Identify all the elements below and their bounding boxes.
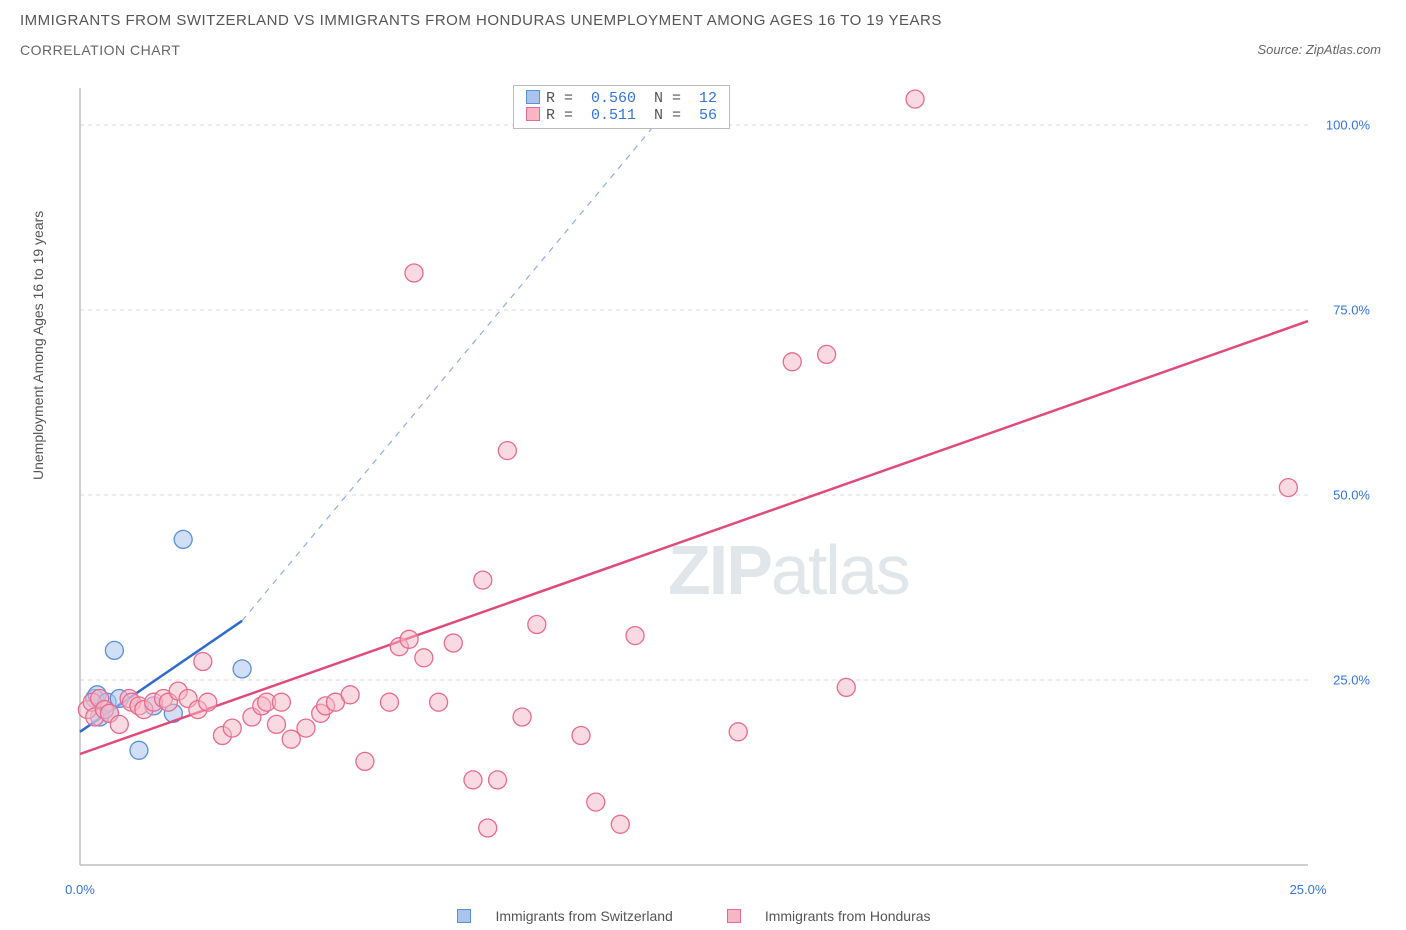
legend-label: Immigrants from Honduras <box>765 908 931 924</box>
chart-area: ZIPatlas R = 0.560 N = 12R = 0.511 N = 5… <box>68 80 1378 895</box>
legend-swatch <box>727 909 741 923</box>
chart-title: IMMIGRANTS FROM SWITZERLAND VS IMMIGRANT… <box>20 12 942 29</box>
stats-box: R = 0.560 N = 12R = 0.511 N = 56 <box>513 85 730 129</box>
x-tick-label: 0.0% <box>65 882 95 897</box>
y-tick-label: 75.0% <box>1333 303 1370 318</box>
source-label: Source: ZipAtlas.com <box>1257 42 1381 57</box>
legend-item: Immigrants from Honduras <box>727 908 949 924</box>
stats-row: R = 0.560 N = 12 <box>526 90 717 107</box>
legend-item: Immigrants from Switzerland <box>457 908 690 924</box>
stats-row: R = 0.511 N = 56 <box>526 107 717 124</box>
y-axis-label: Unemployment Among Ages 16 to 19 years <box>30 211 46 480</box>
legend-label: Immigrants from Switzerland <box>495 908 672 924</box>
x-tick-label: 25.0% <box>1290 882 1327 897</box>
y-tick-label: 25.0% <box>1333 673 1370 688</box>
y-tick-label: 50.0% <box>1333 488 1370 503</box>
chart-subtitle: CORRELATION CHART <box>20 42 180 58</box>
legend-swatch <box>526 107 540 121</box>
legend-swatch <box>457 909 471 923</box>
scatter-plot <box>68 80 1378 895</box>
legend-swatch <box>526 90 540 104</box>
legend-bottom: Immigrants from Switzerland Immigrants fr… <box>0 908 1406 924</box>
y-tick-label: 100.0% <box>1326 118 1370 133</box>
